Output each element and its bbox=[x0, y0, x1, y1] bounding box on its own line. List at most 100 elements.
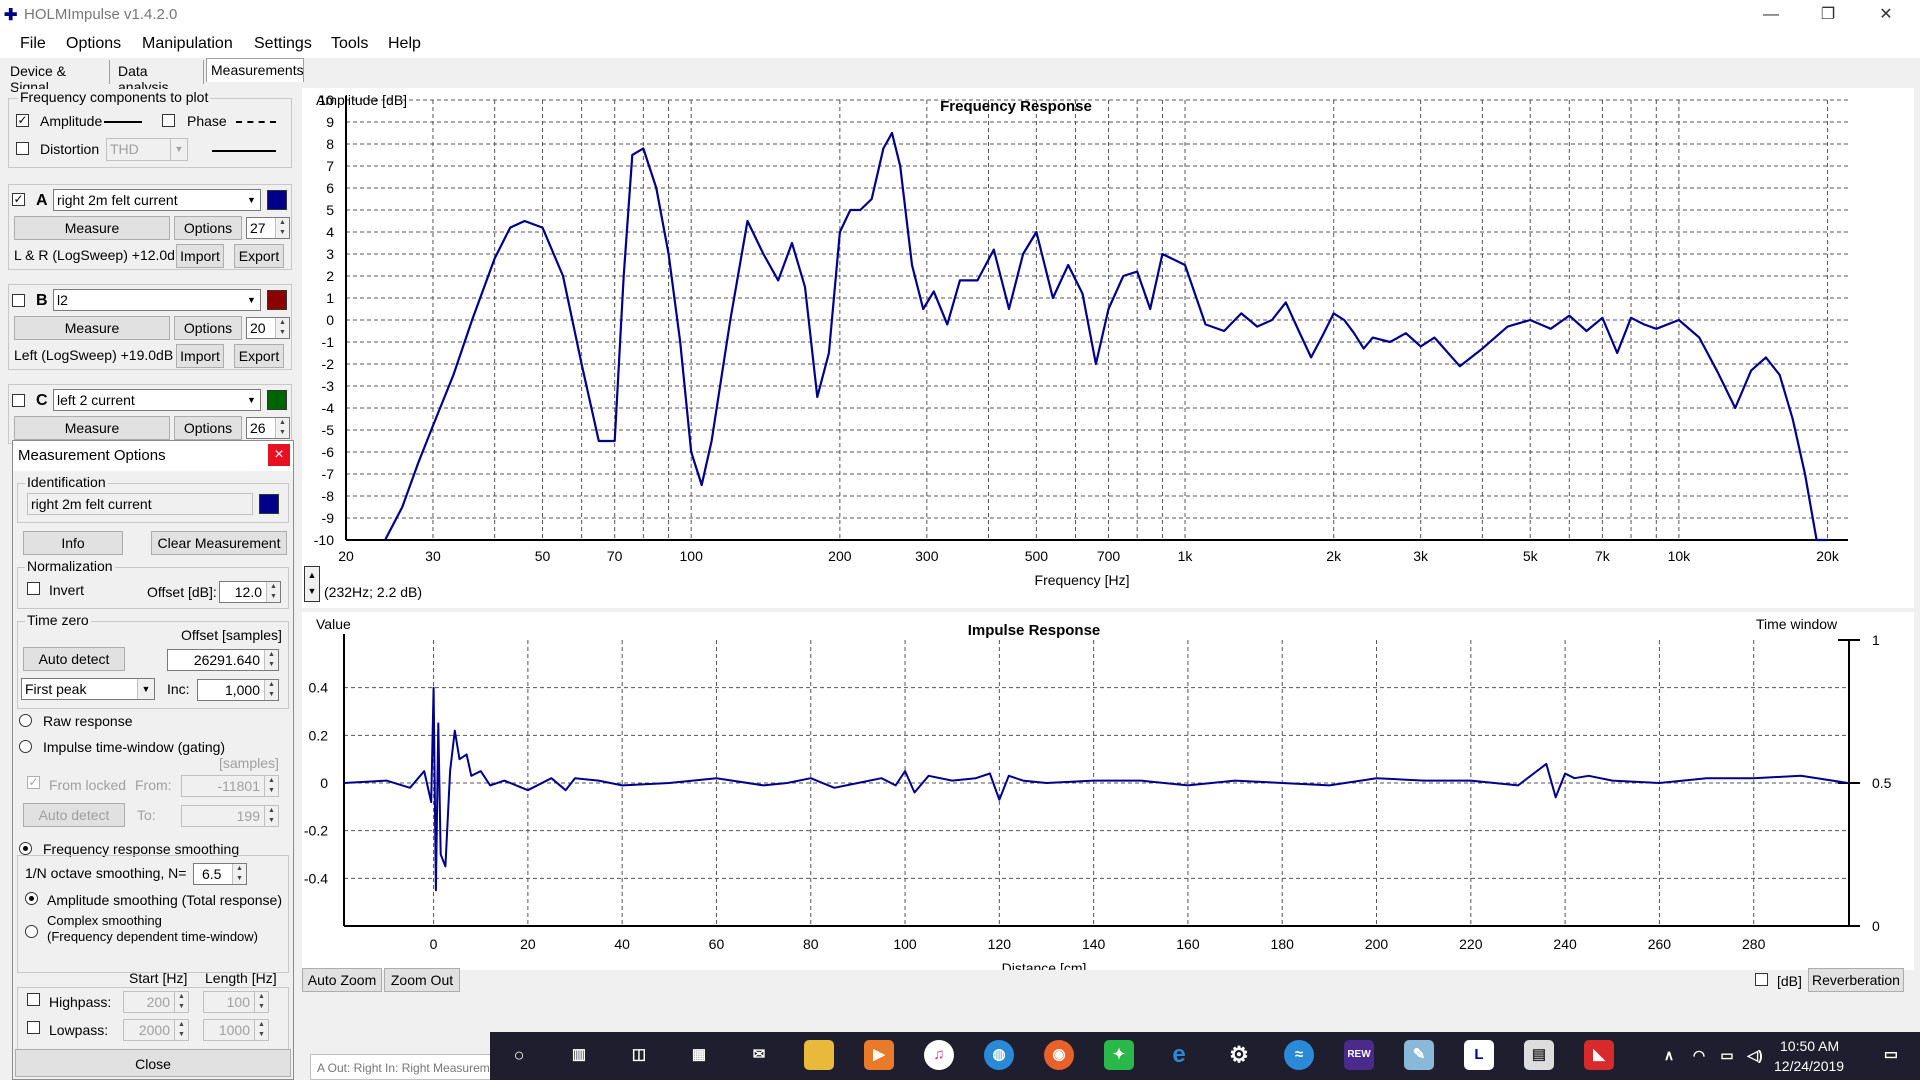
from-input[interactable]: -11801 ▲ ▼ bbox=[181, 775, 279, 797]
highpass-checkbox[interactable] bbox=[27, 993, 40, 1006]
hp-start-input[interactable]: 200 ▲ ▼ bbox=[123, 991, 189, 1013]
measurement-a-export-button[interactable]: Export bbox=[234, 244, 284, 268]
to-input[interactable]: 199 ▲ ▼ bbox=[181, 805, 279, 827]
spin-arrows-icon[interactable]: ▲ ▼ bbox=[264, 776, 278, 796]
speaker-icon[interactable]: ◁) bbox=[1747, 1047, 1763, 1063]
minimize-button[interactable]: — bbox=[1763, 6, 1779, 23]
auto-detect-button[interactable]: Auto detect bbox=[23, 647, 125, 671]
maximize-button[interactable]: ❐ bbox=[1820, 6, 1836, 23]
amplitude-checkbox[interactable]: ✓ bbox=[16, 113, 29, 127]
battery-icon[interactable]: ▭ bbox=[1720, 1047, 1734, 1063]
measurement-c-checkbox[interactable] bbox=[12, 394, 25, 407]
first-peak-select[interactable]: First peak ▼ bbox=[21, 678, 155, 700]
notification-icon[interactable]: ▭ bbox=[1883, 1046, 1899, 1063]
db-checkbox[interactable] bbox=[1755, 973, 1768, 986]
spin-arrows-icon[interactable]: ▲ ▼ bbox=[174, 992, 188, 1012]
identification-input[interactable]: right 2m felt current bbox=[27, 493, 253, 515]
menu-manipulation[interactable]: Manipulation bbox=[142, 35, 233, 52]
lowpass-checkbox[interactable] bbox=[27, 1021, 40, 1034]
spin-arrows-icon[interactable]: ▲ ▼ bbox=[275, 318, 289, 338]
measurement-b-import-button[interactable]: Import bbox=[176, 344, 224, 368]
spin-arrows-icon[interactable]: ▲ ▼ bbox=[264, 650, 278, 670]
spin-arrows-icon[interactable]: ▲ ▼ bbox=[264, 680, 278, 700]
edge-icon[interactable]: e bbox=[1172, 1041, 1186, 1068]
octave-input[interactable]: 6.5 ▲ ▼ bbox=[193, 863, 247, 885]
menu-tools[interactable]: Tools bbox=[331, 35, 369, 52]
firefox-icon[interactable]: ◉ bbox=[1044, 1040, 1074, 1070]
dialog-close-icon[interactable]: × bbox=[268, 444, 290, 466]
measurement-a-count[interactable]: 27 ▲ ▼ bbox=[246, 217, 290, 239]
measurement-b-select[interactable]: l2 ▼ bbox=[53, 289, 261, 311]
gear-icon[interactable]: ⚙ bbox=[1229, 1042, 1249, 1067]
rew-icon[interactable]: REW bbox=[1344, 1040, 1374, 1070]
mail-icon[interactable]: ✉ bbox=[752, 1046, 766, 1063]
distortion-type-select[interactable]: THD ▼ bbox=[106, 138, 188, 161]
identification-color[interactable] bbox=[259, 494, 279, 514]
phase-checkbox[interactable] bbox=[162, 114, 175, 127]
spin-arrows-icon[interactable]: ▲ ▼ bbox=[174, 1020, 188, 1040]
lp-length-input[interactable]: 1000 ▲ ▼ bbox=[203, 1019, 269, 1041]
measurement-a-checkbox[interactable]: ✓ bbox=[12, 192, 25, 206]
lp-start-input[interactable]: 2000 ▲ ▼ bbox=[123, 1019, 189, 1041]
inc-input[interactable]: 1,000 ▲ ▼ bbox=[197, 679, 279, 701]
complex-smoothing-radio[interactable] bbox=[25, 925, 38, 938]
from-locked-checkbox[interactable]: ✓ bbox=[27, 775, 40, 789]
tab-device-signal[interactable]: Device & Signal bbox=[6, 60, 110, 95]
measurement-a-color[interactable] bbox=[267, 190, 287, 210]
spin-arrows-icon[interactable]: ▲ ▼ bbox=[232, 864, 246, 884]
measurement-c-count[interactable]: 26 ▲ ▼ bbox=[246, 417, 290, 439]
raw-response-radio[interactable] bbox=[19, 714, 32, 727]
scroll-arrows-icon[interactable]: ▲ ▼ bbox=[304, 566, 320, 602]
holm-app-icon[interactable]: L bbox=[1464, 1040, 1494, 1070]
scope-app-icon[interactable]: ▤ bbox=[1524, 1040, 1554, 1070]
measurement-b-options-button[interactable]: Options bbox=[174, 316, 242, 340]
measurement-b-export-button[interactable]: Export bbox=[234, 344, 284, 368]
spin-arrows-icon[interactable]: ▲ ▼ bbox=[275, 418, 289, 438]
measurement-c-select[interactable]: left 2 current ▼ bbox=[53, 389, 261, 411]
wave-app-icon[interactable]: ≈ bbox=[1284, 1040, 1314, 1070]
wifi-icon[interactable]: ◠ bbox=[1692, 1047, 1706, 1063]
gating-auto-detect-button[interactable]: Auto detect bbox=[23, 803, 125, 827]
spin-arrows-icon[interactable]: ▲ ▼ bbox=[254, 1020, 268, 1040]
menu-options[interactable]: Options bbox=[66, 35, 122, 52]
measurement-c-color[interactable] bbox=[267, 390, 287, 410]
measurement-a-select[interactable]: right 2m felt current ▼ bbox=[53, 189, 261, 211]
media-player-icon[interactable]: ▶ bbox=[864, 1040, 894, 1070]
measurement-b-checkbox[interactable] bbox=[12, 294, 25, 307]
measurement-a-options-button[interactable]: Options bbox=[174, 216, 242, 240]
menu-file[interactable]: File bbox=[20, 35, 46, 52]
menu-settings[interactable]: Settings bbox=[254, 35, 312, 52]
itunes-icon[interactable]: ♫ bbox=[924, 1040, 954, 1070]
reverberation-button[interactable]: Reverberation bbox=[1808, 968, 1904, 992]
pdf-icon[interactable]: ◣ bbox=[1584, 1040, 1614, 1070]
measurement-c-measure-button[interactable]: Measure bbox=[14, 416, 170, 440]
impulse-response-chart[interactable]: 0.4 0.2 0 -0.2 -0.4 0 20 40 60 80 100 120 140 160 180 2… bbox=[302, 612, 1914, 976]
amp-smoothing-radio[interactable] bbox=[25, 892, 38, 905]
measurement-b-measure-button[interactable]: Measure bbox=[14, 316, 170, 340]
task-view-icon[interactable]: ▥ bbox=[571, 1046, 587, 1063]
app-icon-color[interactable]: ✦ bbox=[1104, 1040, 1134, 1070]
store-icon[interactable]: ◫ bbox=[631, 1046, 647, 1063]
hp-length-input[interactable]: 100 ▲ ▼ bbox=[203, 991, 269, 1013]
menu-help[interactable]: Help bbox=[388, 35, 421, 52]
spin-arrows-icon[interactable]: ▲ ▼ bbox=[264, 806, 278, 826]
tab-data-analysis[interactable]: Data analysis bbox=[114, 60, 204, 95]
measurement-a-measure-button[interactable]: Measure bbox=[14, 216, 170, 240]
spin-arrows-icon[interactable]: ▲ ▼ bbox=[254, 992, 268, 1012]
clock-time[interactable]: 10:50 AM bbox=[1780, 1038, 1840, 1054]
web-icon[interactable]: ◍ bbox=[984, 1040, 1014, 1070]
offset-db-input[interactable]: 12.0 ▲ ▼ bbox=[219, 581, 281, 603]
clear-measurement-button[interactable]: Clear Measurement bbox=[151, 531, 287, 555]
calculator-icon[interactable]: ▦ bbox=[691, 1046, 707, 1063]
info-button[interactable]: Info bbox=[23, 531, 123, 555]
pen-app-icon[interactable]: ✎ bbox=[1404, 1040, 1434, 1070]
search-icon[interactable]: ○ bbox=[513, 1045, 525, 1065]
clock-date[interactable]: 12/24/2019 bbox=[1774, 1058, 1845, 1074]
spin-arrows-icon[interactable]: ▲ ▼ bbox=[275, 218, 289, 238]
distortion-checkbox[interactable] bbox=[16, 142, 29, 155]
dialog-close-button[interactable]: Close bbox=[15, 1049, 291, 1077]
measurement-b-count[interactable]: 20 ▲ ▼ bbox=[246, 317, 290, 339]
zoom-out-button[interactable]: Zoom Out bbox=[384, 968, 460, 992]
folder-icon[interactable] bbox=[804, 1040, 834, 1070]
